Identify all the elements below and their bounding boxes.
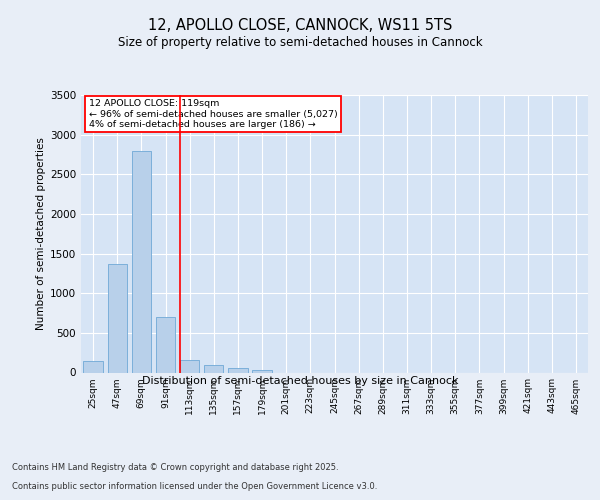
Text: Contains HM Land Registry data © Crown copyright and database right 2025.: Contains HM Land Registry data © Crown c…	[12, 464, 338, 472]
Y-axis label: Number of semi-detached properties: Number of semi-detached properties	[36, 138, 46, 330]
Bar	[132, 152, 151, 372]
Bar	[83, 362, 103, 372]
Text: Contains public sector information licensed under the Open Government Licence v3: Contains public sector information licen…	[12, 482, 377, 491]
Text: 12, APOLLO CLOSE, CANNOCK, WS11 5TS: 12, APOLLO CLOSE, CANNOCK, WS11 5TS	[148, 18, 452, 32]
Bar	[107, 264, 127, 372]
Text: 12 APOLLO CLOSE: 119sqm
← 96% of semi-detached houses are smaller (5,027)
4% of : 12 APOLLO CLOSE: 119sqm ← 96% of semi-de…	[89, 99, 337, 129]
Text: Size of property relative to semi-detached houses in Cannock: Size of property relative to semi-detach…	[118, 36, 482, 49]
Bar	[180, 360, 199, 372]
Bar	[156, 317, 175, 372]
Bar	[204, 365, 223, 372]
Bar	[228, 368, 248, 372]
Text: Distribution of semi-detached houses by size in Cannock: Distribution of semi-detached houses by …	[142, 376, 458, 386]
Bar	[253, 370, 272, 372]
